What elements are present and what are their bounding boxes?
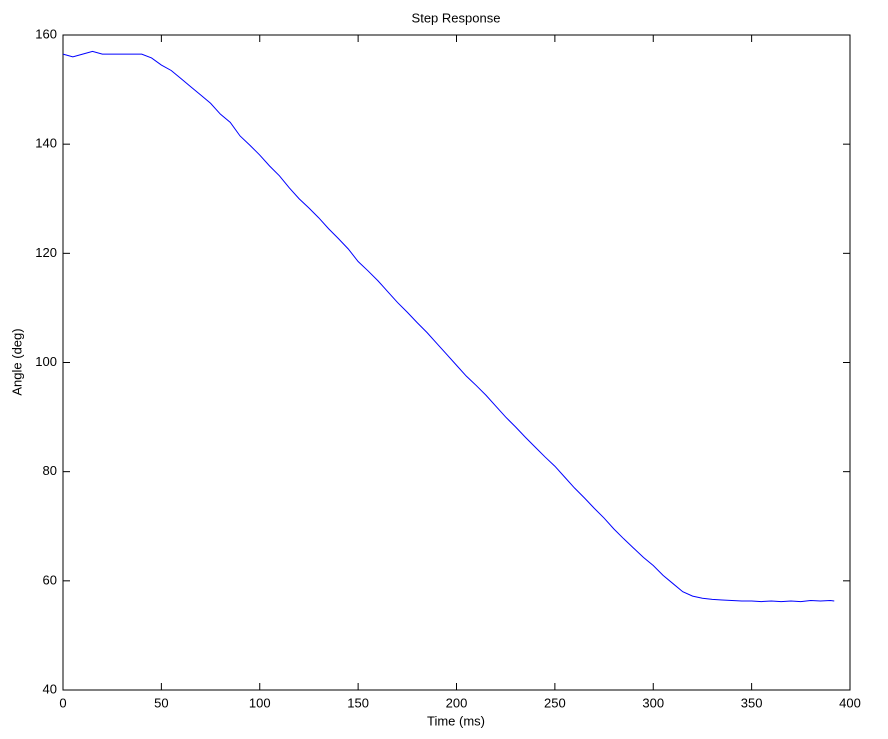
y-tick-label: 40 bbox=[43, 681, 57, 696]
y-tick-label: 80 bbox=[43, 463, 57, 478]
x-tick-label: 0 bbox=[59, 695, 66, 710]
chart-title: Step Response bbox=[412, 10, 501, 25]
x-tick-label: 400 bbox=[839, 695, 861, 710]
x-tick-label: 200 bbox=[446, 695, 468, 710]
x-tick-label: 350 bbox=[741, 695, 763, 710]
y-tick-label: 160 bbox=[35, 26, 57, 41]
y-tick-label: 140 bbox=[35, 136, 57, 151]
x-axis-label: Time (ms) bbox=[427, 713, 485, 728]
x-tick-label: 250 bbox=[544, 695, 566, 710]
y-tick-label: 100 bbox=[35, 354, 57, 369]
x-tick-label: 150 bbox=[347, 695, 369, 710]
x-tick-label: 300 bbox=[642, 695, 664, 710]
y-axis-label: Angle (deg) bbox=[9, 328, 24, 395]
x-tick-label: 50 bbox=[154, 695, 168, 710]
y-tick-label: 120 bbox=[35, 245, 57, 260]
y-tick-label: 60 bbox=[43, 572, 57, 587]
x-tick-label: 100 bbox=[249, 695, 271, 710]
data-line bbox=[62, 50, 835, 603]
